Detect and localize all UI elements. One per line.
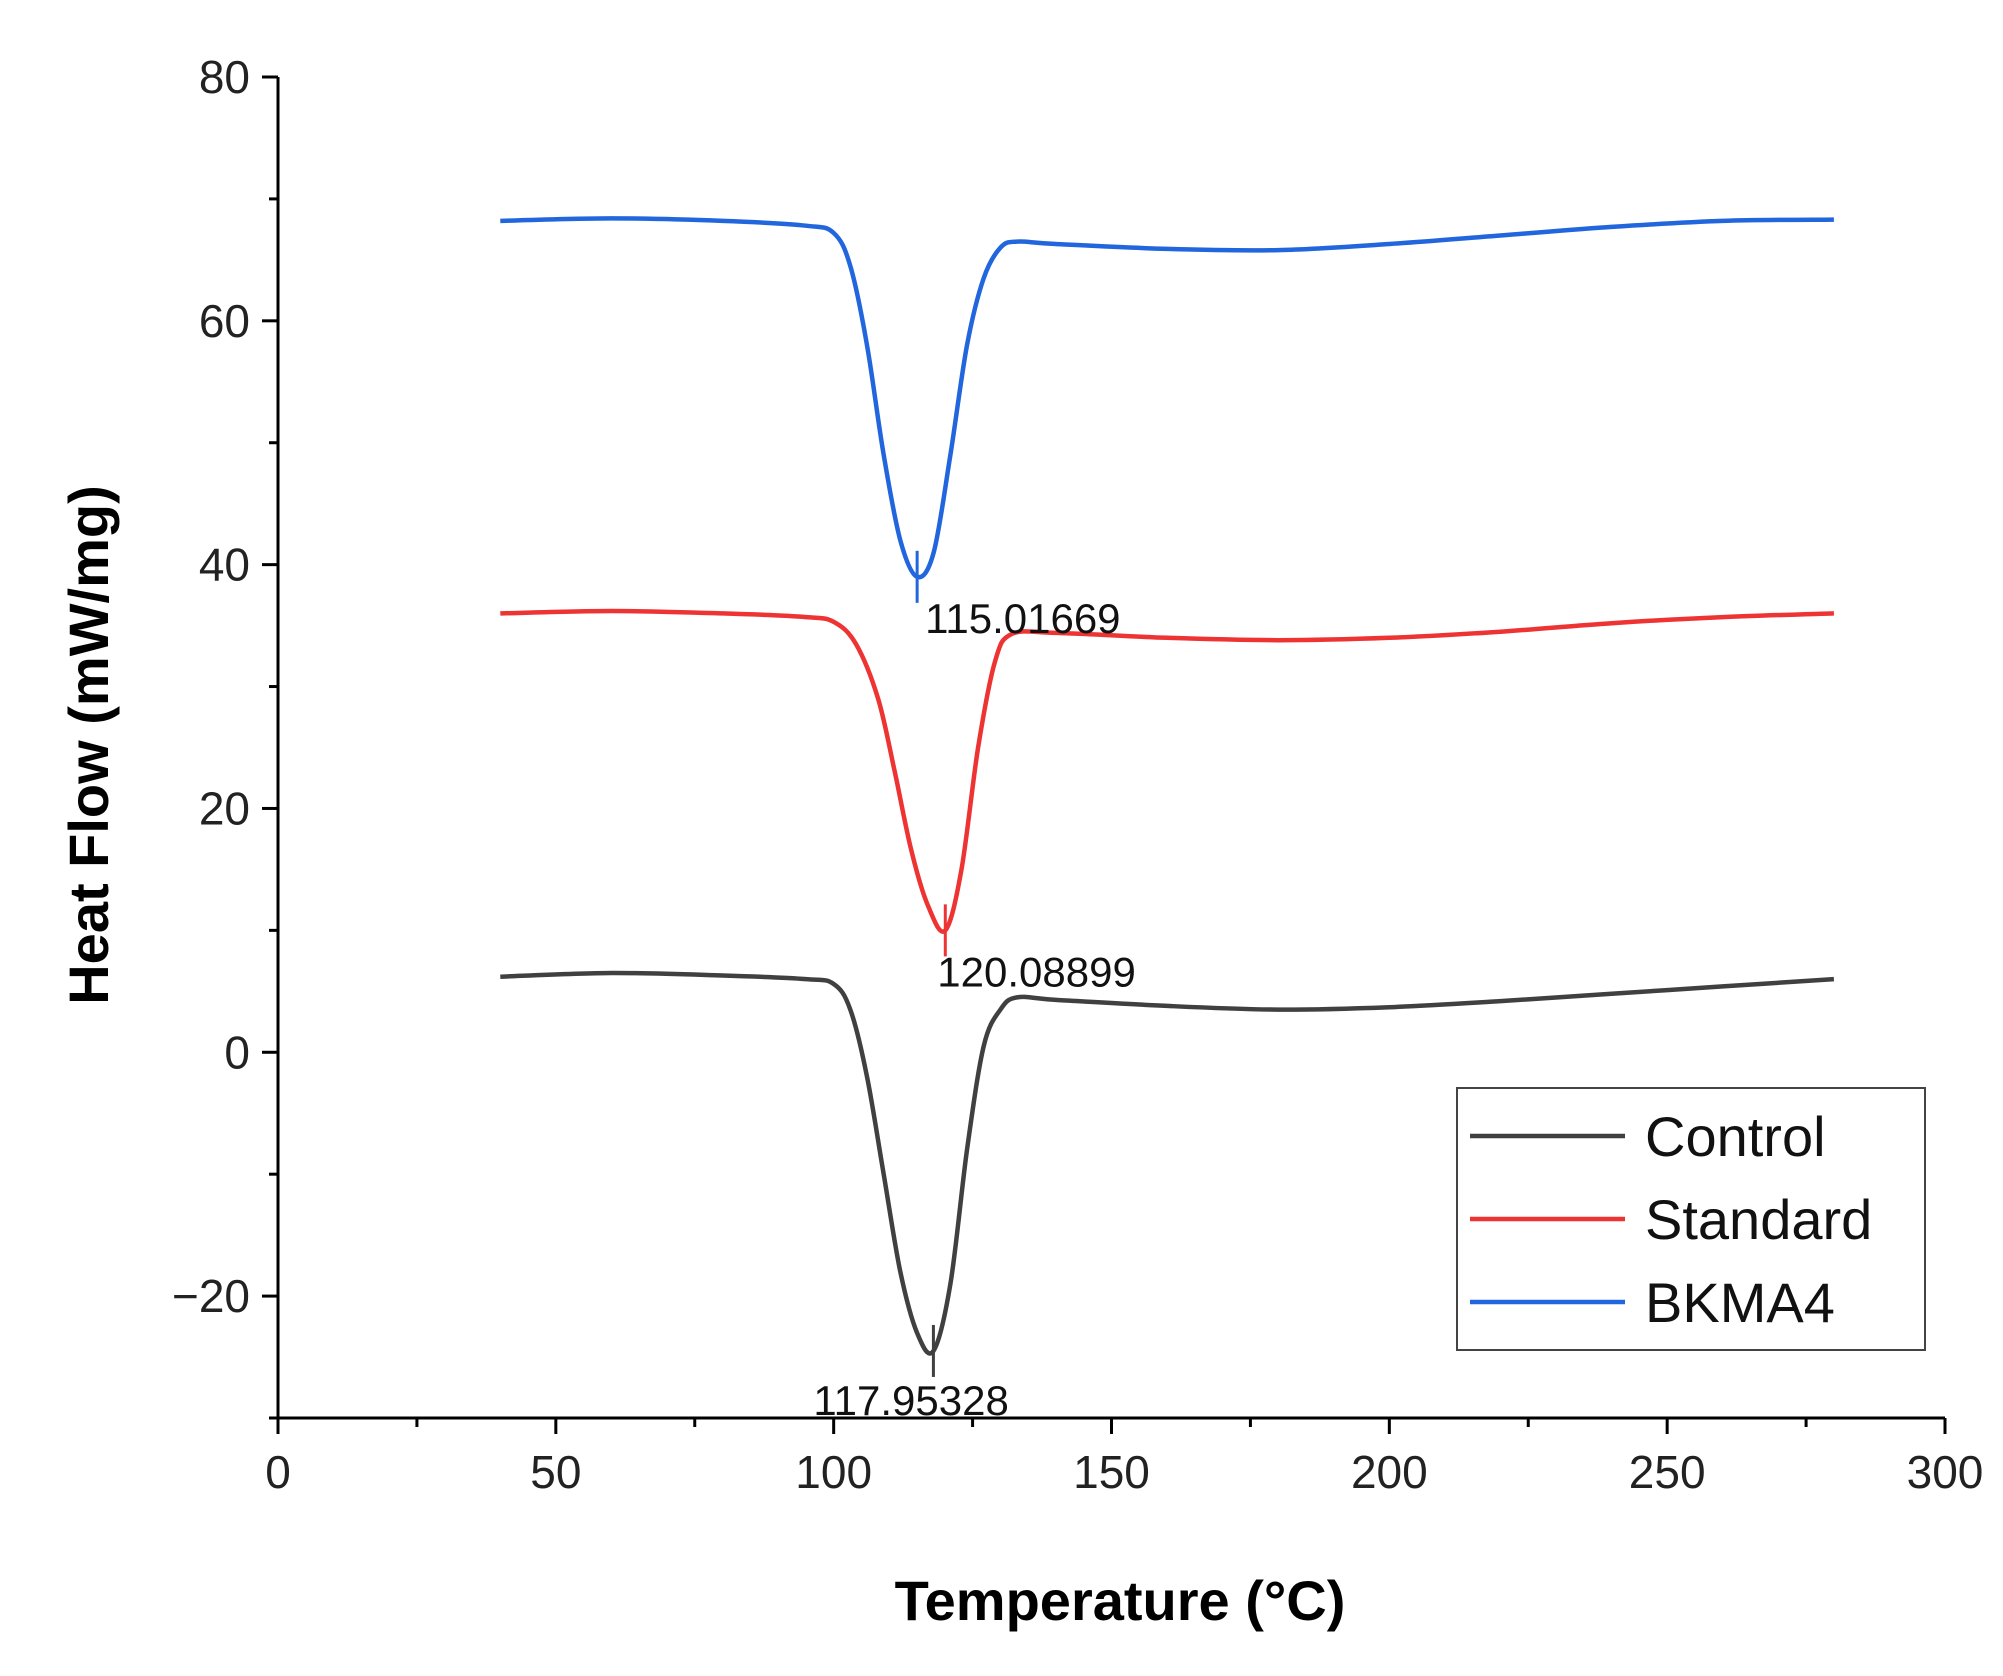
y-tick-label: 40 — [199, 539, 250, 591]
x-tick-label: 200 — [1351, 1446, 1428, 1498]
series-line-bkma4 — [500, 216, 1834, 580]
y-tick-label: 60 — [199, 295, 250, 347]
legend-label-control: Control — [1645, 1105, 1826, 1168]
x-tick-label: 0 — [265, 1446, 291, 1498]
series-lines — [500, 216, 1835, 1356]
x-tick-label: 300 — [1907, 1446, 1984, 1498]
x-axis-ticks: 0 50 100 150 200 250 300 — [265, 1418, 1983, 1498]
peak-label-standard: 120.08899 — [937, 948, 1136, 995]
y-axis-ticks: −20 0 20 40 60 80 — [172, 51, 278, 1420]
y-axis-title: Heat Flow (mW/mg) — [57, 485, 120, 1005]
x-tick-label: 250 — [1629, 1446, 1706, 1498]
x-tick-label: 50 — [530, 1446, 581, 1498]
x-tick-label: 150 — [1073, 1446, 1150, 1498]
peak-label-bkma4: 115.01669 — [925, 595, 1120, 642]
series-line-control — [500, 970, 1835, 1356]
peak-labels: 117.95328 120.08899 115.01669 — [813, 550, 1136, 1424]
legend-label-standard: Standard — [1645, 1188, 1872, 1251]
x-tick-label: 100 — [795, 1446, 872, 1498]
y-tick-label: 80 — [199, 51, 250, 103]
legend-label-bkma4: BKMA4 — [1645, 1271, 1835, 1334]
y-tick-label: −20 — [172, 1270, 250, 1322]
y-tick-label: 0 — [224, 1026, 250, 1078]
series-line-standard — [500, 608, 1834, 934]
legend: Control Standard BKMA4 — [1456, 1087, 1926, 1351]
peak-label-control: 117.95328 — [813, 1377, 1008, 1424]
x-axis-title: Temperature (°C) — [895, 1569, 1346, 1632]
y-tick-label: 20 — [199, 782, 250, 834]
